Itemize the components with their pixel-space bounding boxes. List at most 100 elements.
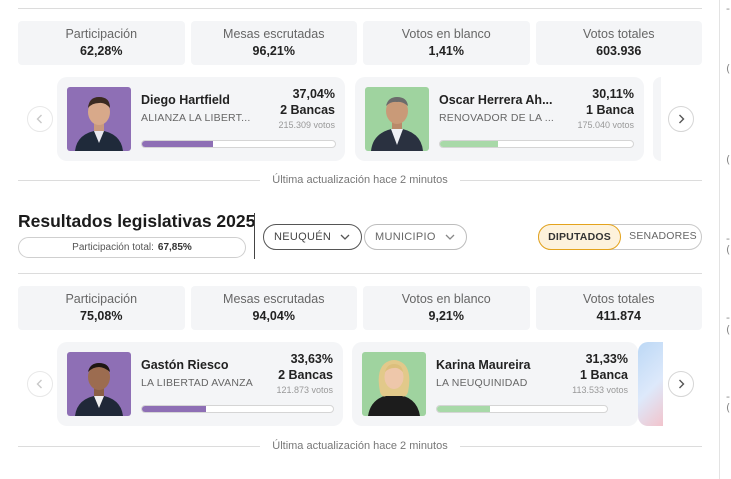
stat-value: 9,21% — [428, 309, 464, 323]
candidate-name: Karina Maureira — [436, 358, 531, 372]
section-divider — [18, 8, 702, 9]
edge-mark: - — [726, 2, 730, 15]
candidate-seats: 2 Bancas — [278, 368, 333, 382]
candidate-photo — [365, 87, 429, 151]
municipality-select[interactable]: MUNICIPIO — [364, 224, 467, 250]
candidate-card[interactable]: Karina Maureira LA NEUQUINIDAD 31,33% 1 … — [352, 342, 638, 426]
next-candidate-card-peek — [653, 77, 661, 161]
vote-bar-fill — [142, 406, 207, 412]
candidate-carousel-top: Diego Hartfield ALIANZA LA LIBERT... 37,… — [18, 77, 702, 161]
province-select-value: NEUQUÉN — [274, 231, 332, 243]
divider-line — [460, 180, 702, 181]
total-participation-label: Participación total: — [72, 242, 154, 253]
header-separator — [254, 213, 255, 259]
vote-bar-fill — [440, 141, 499, 147]
candidate-votes: 113.533 votos — [572, 385, 628, 395]
carousel-prev-button[interactable] — [27, 371, 53, 397]
edge-mark: ( — [726, 401, 731, 414]
candidate-photo — [67, 87, 131, 151]
edge-mark: ( — [726, 153, 731, 166]
chevron-right-icon — [679, 379, 685, 389]
candidate-name: Diego Hartfield — [141, 93, 230, 107]
candidate-percent: 37,04% — [292, 87, 335, 101]
next-candidate-card-peek — [638, 342, 663, 426]
candidate-portrait-icon — [67, 87, 131, 151]
candidate-party: LA NEUQUINIDAD — [436, 377, 528, 389]
municipality-select-value: MUNICIPIO — [375, 231, 436, 243]
stat-label: Participación — [65, 27, 138, 41]
candidate-name: Oscar Herrera Ah... — [439, 93, 553, 107]
candidate-card[interactable]: Diego Hartfield ALIANZA LA LIBERT... 37,… — [57, 77, 345, 161]
candidate-portrait-icon — [365, 87, 429, 151]
chevron-down-icon — [445, 234, 455, 240]
candidate-portrait-icon — [362, 352, 426, 416]
candidate-vote-bar — [141, 140, 336, 148]
edge-mark: - — [726, 232, 730, 245]
chevron-right-icon — [679, 114, 685, 124]
candidate-votes: 175.040 votos — [577, 120, 634, 130]
candidate-percent: 31,33% — [585, 352, 628, 366]
divider-line — [18, 446, 260, 447]
stat-participation: Participación 75,08% — [18, 286, 185, 330]
tab-diputados[interactable]: DIPUTADOS — [538, 224, 621, 250]
stat-label: Votos totales — [582, 292, 655, 306]
chamber-toggle: DIPUTADOS SENADORES — [538, 224, 702, 250]
stats-row-bottom: Participación 75,08% Mesas escrutadas 94… — [18, 286, 702, 330]
candidate-percent: 33,63% — [290, 352, 333, 366]
stat-total-votes: Votos totales 603.936 — [535, 21, 702, 65]
carousel-next-button[interactable] — [668, 371, 694, 397]
section-divider — [18, 273, 702, 274]
stat-participation: Participación 62,28% — [18, 21, 185, 65]
stat-value: 62,28% — [80, 44, 123, 58]
stat-tables-counted: Mesas escrutadas 96,21% — [190, 21, 357, 65]
right-column-divider — [719, 0, 720, 479]
vote-bar-fill — [437, 406, 491, 412]
stat-value: 411.874 — [596, 309, 642, 323]
stat-value: 75,08% — [80, 309, 123, 323]
stat-label: Votos en blanco — [401, 292, 491, 306]
stat-value: 96,21% — [252, 44, 295, 58]
edge-mark: ( — [726, 323, 731, 336]
stat-total-votes: Votos totales 411.874 — [535, 286, 702, 330]
candidate-vote-bar — [141, 405, 334, 413]
divider-line — [460, 446, 702, 447]
candidate-seats: 2 Bancas — [280, 103, 335, 117]
candidate-photo — [362, 352, 426, 416]
edge-mark: - — [726, 390, 730, 403]
candidate-votes: 215.309 votos — [278, 120, 335, 130]
stat-value: 1,41% — [428, 44, 464, 58]
stat-blank-votes: Votos en blanco 9,21% — [363, 286, 530, 330]
stat-label: Mesas escrutadas — [223, 27, 325, 41]
candidate-party: LA LIBERTAD AVANZA — [141, 377, 253, 389]
vote-bar-fill — [142, 141, 214, 147]
edge-mark: ( — [726, 243, 731, 256]
candidate-name: Gastón Riesco — [141, 358, 229, 372]
total-participation-badge: Participación total: 67,85% — [18, 237, 246, 258]
province-select[interactable]: NEUQUÉN — [263, 224, 363, 250]
stat-value: 603.936 — [596, 44, 642, 58]
last-update-text: Última actualización hace 2 minutos — [272, 174, 448, 186]
section-title: Resultados legislativas 2025 — [18, 211, 256, 231]
candidate-portrait-icon — [67, 352, 131, 416]
stats-row-top: Participación 62,28% Mesas escrutadas 96… — [18, 21, 702, 65]
candidate-photo — [67, 352, 131, 416]
last-update-row: Última actualización hace 2 minutos — [18, 173, 702, 187]
stat-value: 94,04% — [252, 309, 295, 323]
chevron-left-icon — [36, 114, 42, 124]
carousel-next-button[interactable] — [668, 106, 694, 132]
candidate-card[interactable]: Oscar Herrera Ah... RENOVADOR DE LA ... … — [355, 77, 644, 161]
stat-blank-votes: Votos en blanco 1,41% — [363, 21, 530, 65]
candidate-seats: 1 Banca — [580, 368, 628, 382]
candidate-vote-bar — [436, 405, 608, 413]
candidate-card[interactable]: Gastón Riesco LA LIBERTAD AVANZA 33,63% … — [57, 342, 343, 426]
candidate-votes: 121.873 votos — [276, 385, 333, 395]
stat-label: Participación — [65, 292, 138, 306]
chevron-down-icon — [340, 234, 350, 240]
edge-mark: ( — [726, 62, 731, 75]
candidate-carousel-bottom: Gastón Riesco LA LIBERTAD AVANZA 33,63% … — [18, 342, 702, 426]
tab-senadores[interactable]: SENADORES — [629, 230, 697, 242]
candidate-percent: 30,11% — [592, 87, 634, 101]
stat-tables-counted: Mesas escrutadas 94,04% — [190, 286, 357, 330]
carousel-prev-button[interactable] — [27, 106, 53, 132]
divider-line — [18, 180, 260, 181]
